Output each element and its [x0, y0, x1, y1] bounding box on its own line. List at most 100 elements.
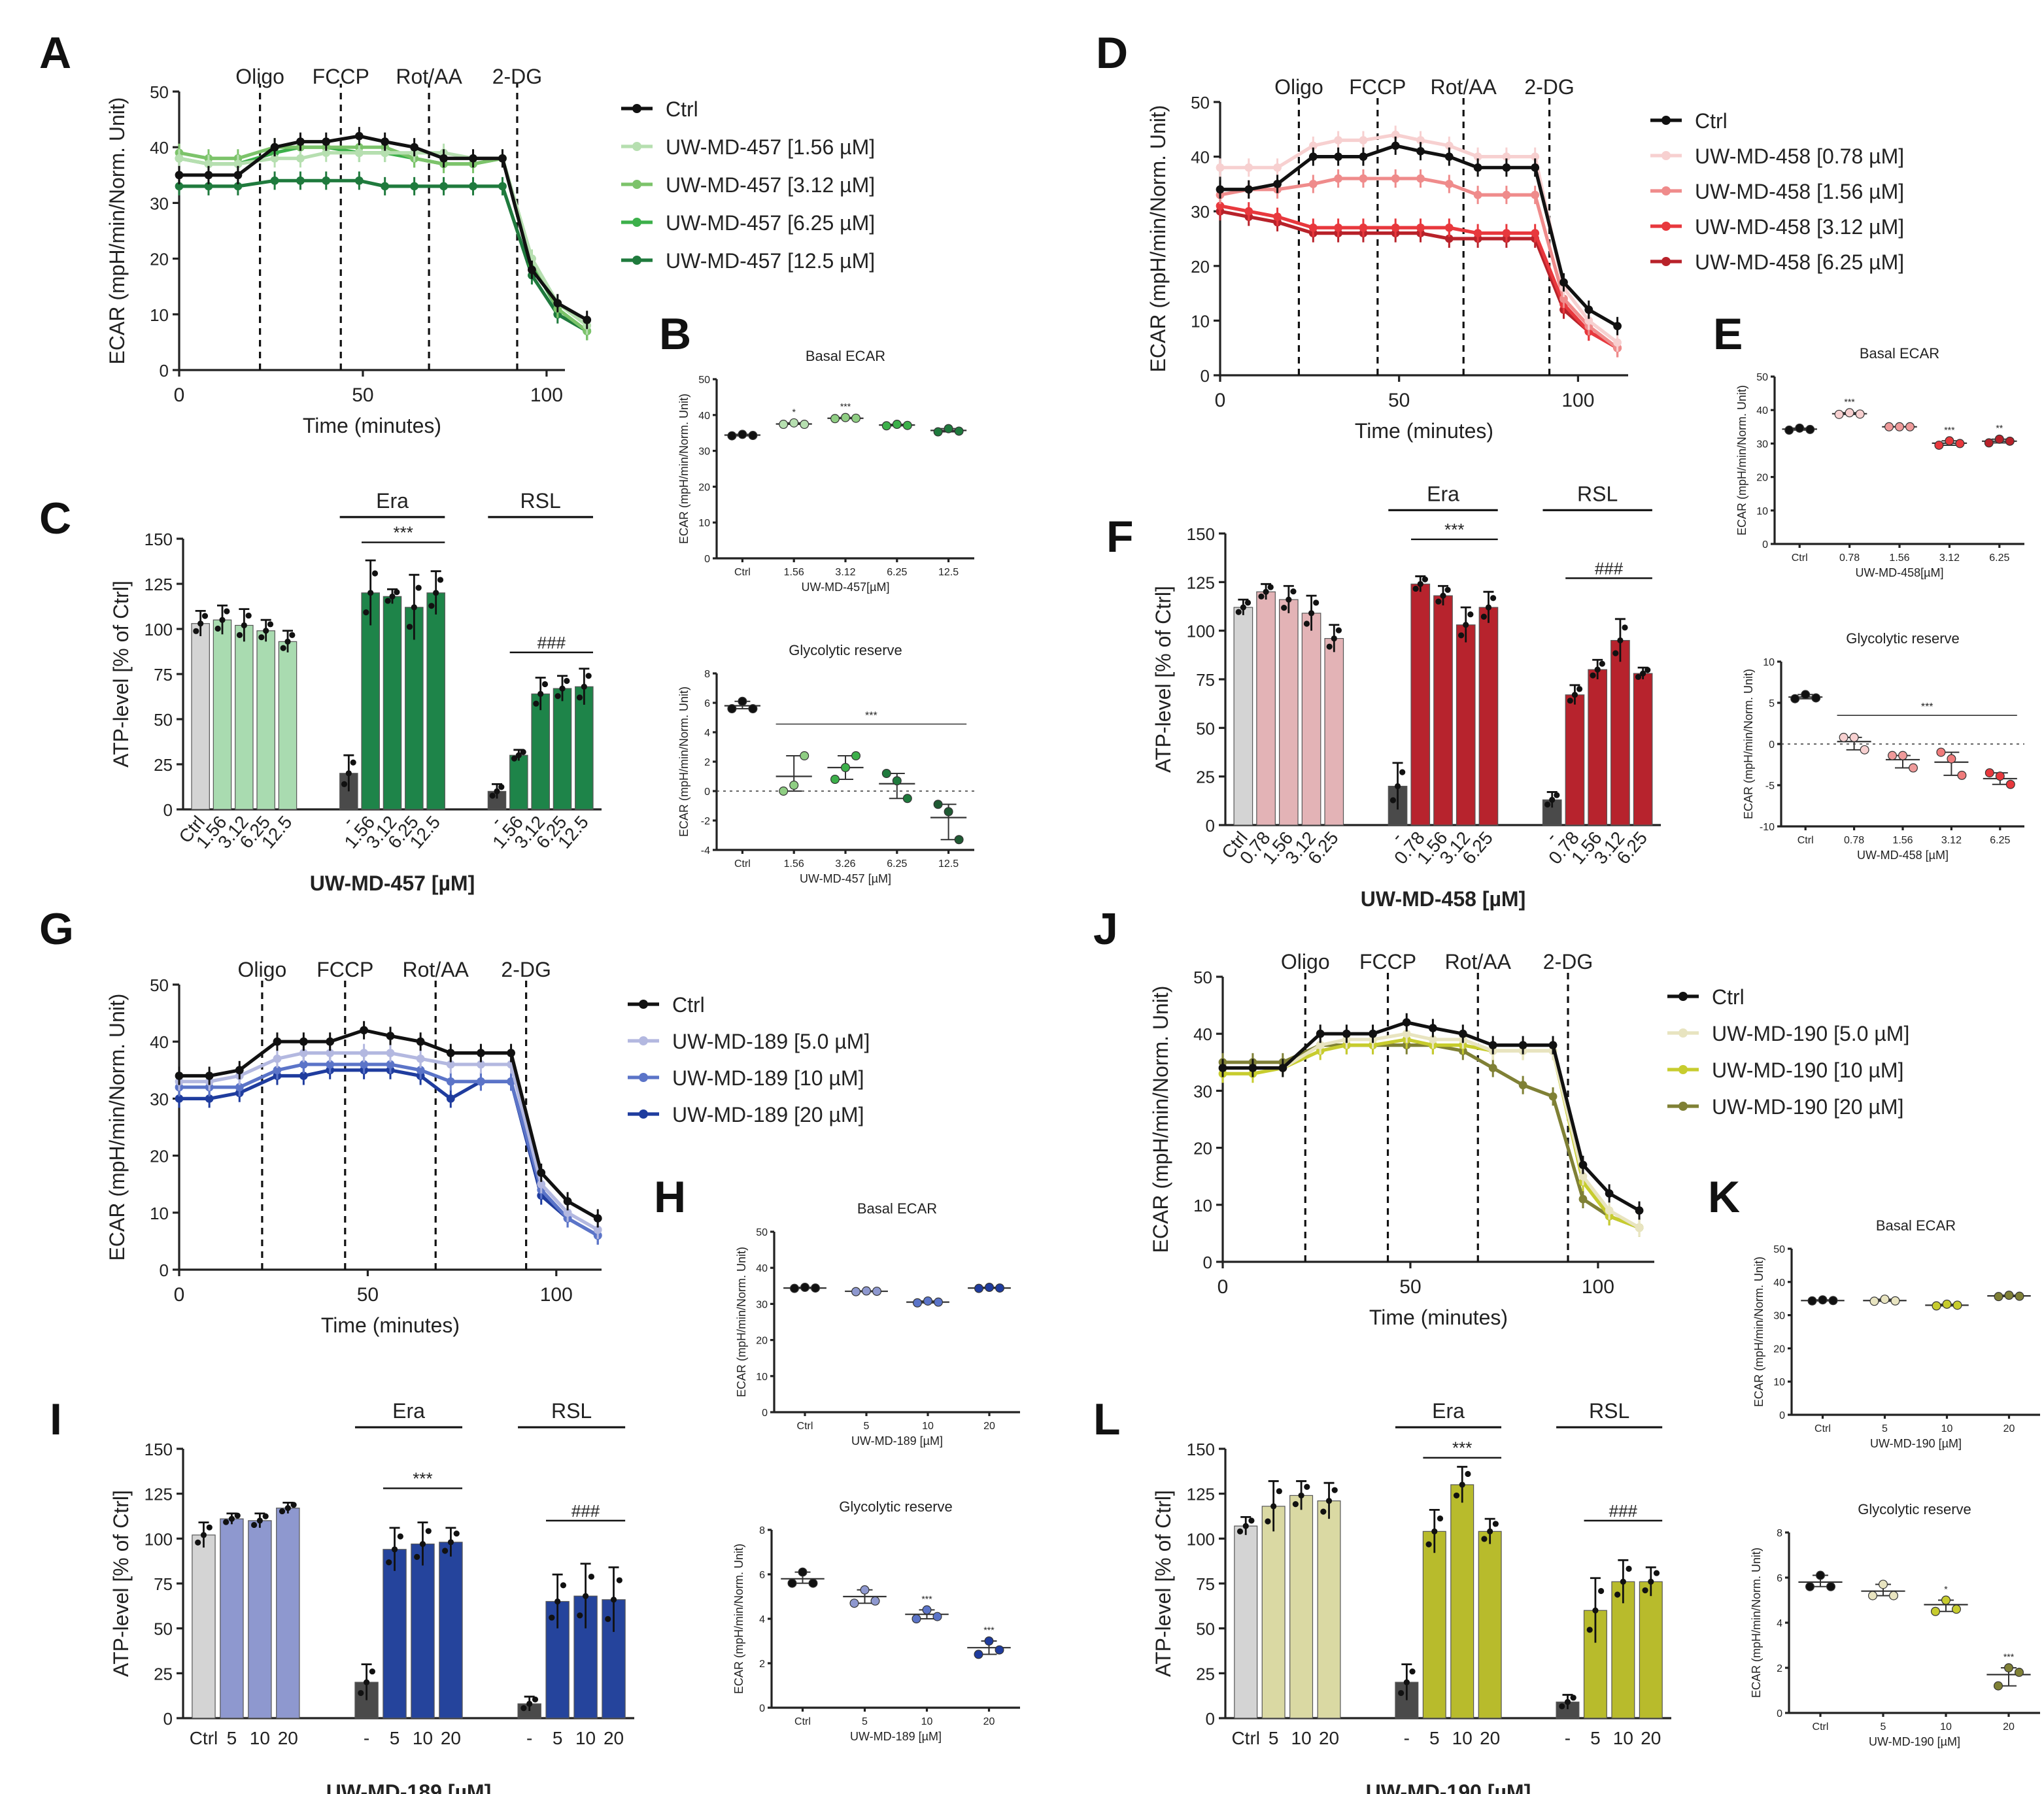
- data-point: [1531, 152, 1540, 161]
- x-tick-label: 10: [1291, 1728, 1312, 1748]
- replicate-dot: [1485, 604, 1492, 611]
- replicate-dot: [1270, 1503, 1277, 1510]
- x-tick-label: Ctrl: [190, 1728, 218, 1748]
- replicate-dot: [520, 1705, 527, 1712]
- legend-label: UW-MD-190 [20 µM]: [1712, 1095, 1903, 1119]
- y-axis-label: ECAR (mpH/min/Norm. Unit): [1750, 1548, 1763, 1698]
- data-point: [1531, 229, 1540, 238]
- legend-marker: [632, 104, 641, 113]
- x-tick-label: 10: [250, 1728, 270, 1748]
- y-tick-label: 25: [1196, 768, 1215, 787]
- y-tick-label: 25: [154, 755, 173, 775]
- x-tick-label: 1.56: [1889, 552, 1909, 564]
- data-point: [1578, 1172, 1588, 1181]
- injection-label: FCCP: [316, 958, 373, 981]
- replicate-dot: [576, 694, 583, 701]
- data-point: [860, 1585, 870, 1595]
- bar: [1478, 1531, 1502, 1719]
- data-point: [1359, 152, 1368, 161]
- x-tick-label: 10: [1613, 1728, 1633, 1748]
- chart-title: Basal ECAR: [806, 348, 885, 364]
- data-point: [233, 160, 243, 169]
- legend-marker: [1678, 1028, 1688, 1038]
- bar: [1450, 1484, 1474, 1719]
- data-point: [2005, 436, 2015, 446]
- bar: [1422, 1531, 1446, 1719]
- data-point: [1518, 1081, 1527, 1090]
- significance-label: ###: [1595, 558, 1624, 578]
- y-axis-label: ATP-level [% of Ctrl]: [109, 581, 133, 768]
- x-tick-label: 0: [174, 1284, 185, 1306]
- data-point: [727, 703, 737, 713]
- bar: [575, 686, 594, 810]
- y-tick-label: 40: [1756, 405, 1768, 416]
- data-point: [787, 1578, 797, 1588]
- x-tick-label: 20: [983, 1716, 995, 1727]
- data-point: [851, 1287, 860, 1296]
- data-point: [1502, 229, 1511, 238]
- data-point: [1880, 1295, 1890, 1304]
- data-point: [789, 418, 799, 428]
- replicate-dot: [201, 613, 209, 619]
- replicate-dot: [1554, 792, 1560, 798]
- x-tick-label: 12.5: [938, 858, 959, 870]
- data-point: [2004, 1291, 2014, 1300]
- x-tick-label: 3.12: [1939, 552, 1960, 564]
- x-tick-label: 10: [575, 1728, 596, 1748]
- y-tick-label: 150: [1187, 1440, 1215, 1459]
- group-label: Era: [1432, 1399, 1465, 1423]
- y-tick-label: 10: [1763, 657, 1775, 668]
- replicate-dot: [1620, 1578, 1626, 1585]
- x-tick-label: -: [1404, 1728, 1410, 1748]
- data-point: [1879, 1580, 1888, 1589]
- significance-label: ***: [1944, 424, 1955, 435]
- injection-label: FCCP: [1349, 75, 1406, 99]
- y-tick-label: 25: [154, 1664, 173, 1684]
- bar: [1317, 1500, 1341, 1719]
- x-tick-label: -: [526, 1728, 532, 1748]
- y-tick-label: 125: [145, 1485, 173, 1504]
- x-tick-label: 50: [1388, 390, 1410, 411]
- y-tick-label: 30: [150, 1089, 169, 1109]
- data-point: [1605, 1206, 1614, 1215]
- panel-letter-G: G: [39, 904, 74, 954]
- y-tick-label: 50: [1196, 1619, 1215, 1639]
- data-point: [1548, 1041, 1558, 1050]
- legend-item: UW-MD-458 [3.12 µM]: [1650, 215, 1904, 239]
- x-axis-label: UW-MD-457 [µM]: [800, 872, 891, 885]
- replicate-dot: [585, 673, 592, 679]
- x-axis-label: UW-MD-190 [µM]: [1366, 1780, 1531, 1794]
- data-point: [1248, 1064, 1257, 1072]
- group-label: RSL: [1577, 482, 1618, 505]
- group-label: Era: [376, 489, 409, 513]
- y-tick-label: 30: [1773, 1311, 1785, 1322]
- x-tick-label: 20: [2003, 1721, 2015, 1733]
- data-point: [273, 1037, 282, 1046]
- x-tick-label: 50: [1399, 1276, 1421, 1298]
- data-point: [1795, 423, 1805, 433]
- data-point: [872, 1287, 881, 1296]
- chart-D: 0 10 20 30 40 50 ECAR (mpH/min/Norm. Unit) 0 50 1…: [1146, 75, 1904, 443]
- bar: [192, 1534, 216, 1719]
- data-point: [2004, 1663, 2014, 1673]
- data-point: [870, 1596, 880, 1606]
- data-point: [1807, 1296, 1817, 1306]
- y-axis-label: ATP-level [% of Ctrl]: [1151, 586, 1175, 773]
- data-point: [1273, 163, 1282, 172]
- replicate-dot: [610, 1597, 617, 1603]
- data-point: [1945, 436, 1954, 446]
- replicate-dot: [428, 603, 435, 609]
- replicate-dot: [1626, 1565, 1632, 1572]
- y-axis-label: ECAR (mpH/min/Norm. Unit): [1146, 105, 1170, 373]
- data-point: [1805, 1582, 1815, 1591]
- legend-item: UW-MD-189 [20 µM]: [628, 1103, 864, 1126]
- x-axis-label: UW-MD-458 [µM]: [1361, 887, 1525, 911]
- bar: [220, 1518, 244, 1719]
- replicate-dot: [1648, 1578, 1654, 1585]
- data-point: [537, 1179, 546, 1189]
- data-point: [1444, 152, 1454, 161]
- data-point: [1488, 1064, 1497, 1072]
- x-tick-label: 10: [1452, 1728, 1473, 1748]
- replicate-dot: [1398, 1689, 1405, 1697]
